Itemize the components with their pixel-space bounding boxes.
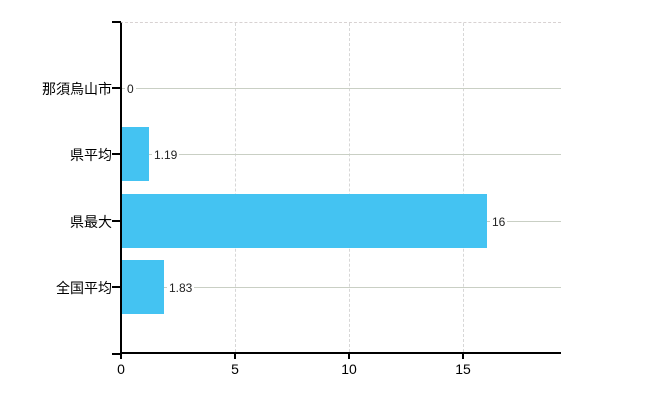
x-axis-tick-label: 5 [231, 361, 239, 377]
bar [122, 259, 164, 314]
x-axis-tick-label: 15 [455, 361, 471, 377]
value-label: 1.19 [152, 148, 180, 163]
category-label: 那須烏山市 [42, 81, 112, 98]
category-label: 全国平均 [56, 279, 112, 296]
category-line [122, 88, 561, 90]
y-axis-tick [112, 219, 121, 222]
value-label: 1.83 [167, 280, 195, 295]
vertical-gridline [463, 23, 464, 352]
value-label: 16 [490, 214, 508, 229]
x-axis-tick [234, 353, 236, 359]
bar [122, 193, 487, 248]
y-axis-tick [112, 153, 121, 156]
x-axis-tick [348, 353, 350, 359]
category-label: 県最大 [70, 213, 112, 230]
x-axis-tick [120, 353, 122, 359]
y-axis-tick [112, 285, 121, 288]
y-axis-end-tick [112, 21, 121, 23]
x-axis-tick [462, 353, 464, 359]
category-line [122, 154, 561, 156]
y-axis-tick [112, 87, 121, 90]
vertical-gridline [349, 23, 350, 352]
vertical-gridline [235, 23, 236, 352]
category-label: 県平均 [70, 147, 112, 164]
x-axis-tick-label: 10 [341, 361, 357, 377]
bar [122, 127, 149, 182]
category-line [122, 286, 561, 288]
x-axis-tick-label: 0 [117, 361, 125, 377]
y-axis-end-tick [112, 353, 121, 355]
plot-area: 0 1.19 16 1.83 [120, 22, 561, 354]
value-label: 0 [125, 82, 136, 97]
